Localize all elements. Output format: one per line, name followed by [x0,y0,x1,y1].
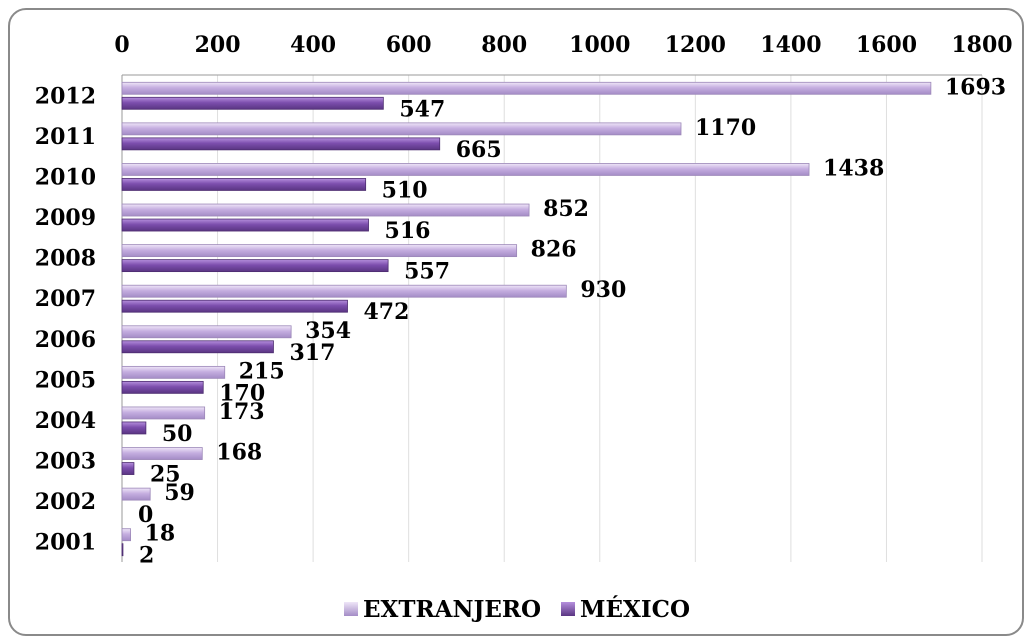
bar-extranjero [121,122,682,136]
bar-extranjero [121,528,131,542]
x-tick-label: 200 [195,32,241,58]
bar-extranjero [121,163,810,176]
y-tick-label: 2007 [35,286,96,312]
data-label: 510 [382,177,428,203]
legend-label: MÉXICO [580,596,690,623]
bar-extranjero [121,325,292,339]
data-label: 50 [162,421,193,447]
y-tick-label: 2006 [35,327,96,353]
data-label: 18 [145,521,176,547]
legend-label: EXTRANJERO [363,596,542,623]
y-tick-label: 2010 [35,164,96,190]
data-label: 930 [580,277,626,303]
data-label: 354 [305,318,351,344]
bar-extranjero [121,284,567,298]
legend-item: MÉXICO [561,596,690,623]
bar-extranjero [121,81,932,95]
x-tick-label: 1200 [665,32,726,58]
chart-frame [8,8,1024,636]
bar-extranjero [121,406,206,420]
y-tick-label: 2003 [35,449,96,475]
y-tick-label: 2012 [35,83,96,109]
data-label: 826 [531,237,577,263]
data-label: 317 [289,340,335,366]
data-label: 2 [139,543,154,569]
x-tick-label: 600 [386,32,432,58]
x-tick-label: 400 [290,32,336,58]
legend-swatch [344,602,358,616]
data-label: 1170 [695,115,756,141]
data-label: 547 [399,96,445,122]
data-label: 665 [456,137,502,163]
x-tick-label: 1800 [951,32,1012,58]
data-label: 557 [404,259,450,285]
legend-item: EXTRANJERO [344,596,541,623]
x-tick-label: 1600 [856,32,917,58]
data-label: 516 [385,218,431,244]
y-tick-label: 2005 [35,367,96,393]
bar-méxico [121,178,367,191]
bar-méxico [121,421,147,435]
data-label: 59 [164,480,195,506]
data-label: 1438 [823,155,884,181]
bar-méxico [121,259,389,273]
legend: EXTRANJERO MÉXICO [0,596,1034,623]
y-tick-label: 2001 [35,530,96,556]
data-label: 852 [543,196,589,222]
y-tick-label: 2004 [35,408,96,434]
y-tick-label: 2011 [35,124,96,150]
data-label: 168 [216,440,262,466]
bar-méxico [121,299,348,313]
data-label: 25 [150,462,181,488]
y-tick-label: 2002 [35,489,96,515]
data-label: 472 [364,299,410,325]
bar-méxico [121,96,384,110]
bar-extranjero [121,487,151,501]
data-label: 1693 [945,74,1006,100]
x-tick-label: 0 [114,32,129,58]
bar-méxico [121,218,369,232]
bar-méxico [121,340,274,354]
data-label: 170 [219,380,265,406]
legend-swatch [561,602,576,616]
bar-extranjero [121,244,518,258]
bar-méxico [121,137,441,151]
x-tick-label: 1000 [569,32,630,58]
data-label: 215 [239,358,285,384]
bar-extranjero [121,447,203,460]
data-label: 173 [219,399,265,425]
x-tick-label: 1400 [760,32,821,58]
bar-méxico [121,462,135,475]
y-tick-label: 2008 [35,246,96,272]
bar-méxico [121,380,204,394]
bar-extranjero [121,203,530,217]
y-tick-label: 2009 [35,205,96,231]
x-tick-label: 800 [481,32,527,58]
bar-extranjero [121,365,226,379]
bar-méxico [121,543,124,557]
data-label: 0 [138,502,153,528]
